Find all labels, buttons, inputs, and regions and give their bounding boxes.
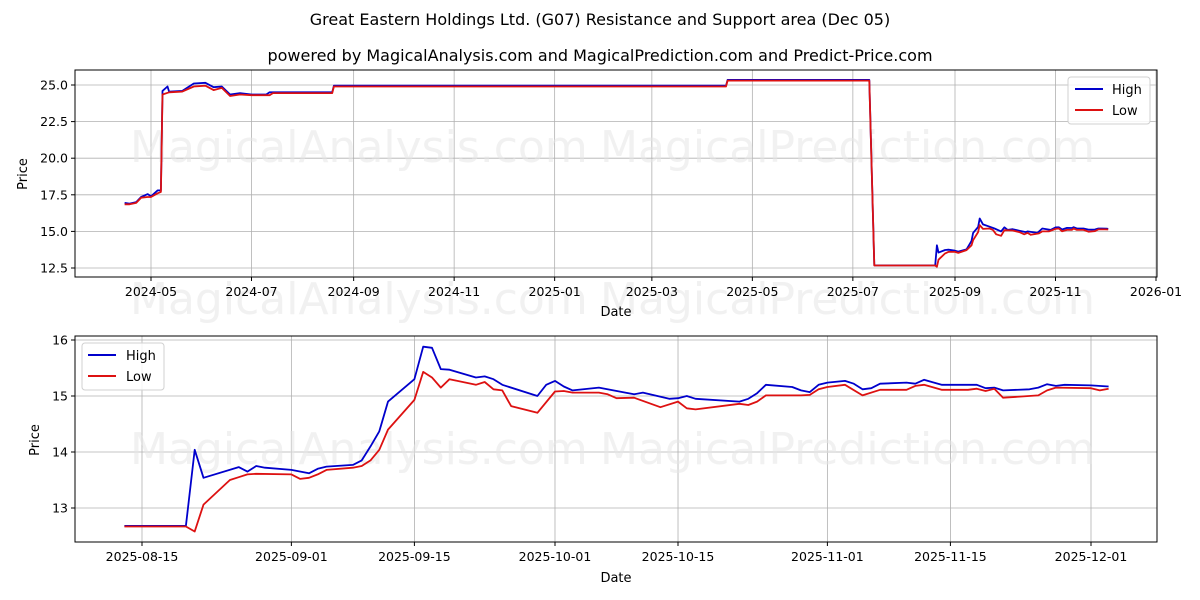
bottom-axes-frame: [74, 335, 1158, 543]
watermark-analysis-2: MagicalAnalysis.com: [130, 274, 588, 325]
x-tick-label: 2025-12-01: [1055, 549, 1128, 564]
bottom-chart-panel: MagicalAnalysis.com MagicalPrediction.co…: [28, 333, 1158, 586]
bottom-tick-labels: 2025-08-15 2025-09-01 2025-09-15 2025-10-01…: [52, 333, 1127, 565]
top-legend: High Low: [1067, 76, 1151, 125]
x-tick-label: 2024-07: [225, 284, 277, 299]
y-tick-label: 14: [52, 445, 68, 460]
x-tick-label: 2025-09-15: [378, 549, 451, 564]
x-tick-label: 2024-11: [428, 284, 480, 299]
watermark-prediction-3: MagicalPrediction.com: [600, 424, 1095, 475]
x-tick-label: 2025-09: [929, 284, 981, 299]
x-tick-label: 2025-11-01: [791, 549, 864, 564]
top-tick-labels: 2024-05 2024-07 2024-09 2024-11 2025-01 2025-…: [40, 78, 1182, 300]
top-series-lines: [124, 79, 1109, 268]
legend-high-label: High: [126, 349, 156, 364]
x-tick-label: 2026-01: [1130, 284, 1182, 299]
y-tick-label: 15: [52, 389, 68, 404]
top-axes-frame: [74, 69, 1158, 278]
y-tick-label: 22.5: [40, 114, 68, 129]
y-tick-label: 12.5: [40, 261, 68, 276]
bottom-legend: High Low: [81, 342, 165, 391]
chart-subtitle: powered by MagicalAnalysis.com and Magic…: [267, 46, 933, 65]
bottom-series-lines: [124, 345, 1109, 533]
watermark-analysis: MagicalAnalysis.com: [130, 122, 588, 173]
top-watermarks: MagicalAnalysis.com MagicalPrediction.co…: [130, 122, 1095, 325]
y-tick-label: 17.5: [40, 187, 68, 202]
bottom-watermarks: MagicalAnalysis.com MagicalPrediction.co…: [130, 424, 1095, 475]
y-tick-label: 16: [52, 333, 68, 348]
x-tick-label: 2025-11-15: [914, 549, 987, 564]
x-tick-label: 2025-10-15: [642, 549, 715, 564]
y-tick-label: 15.0: [40, 224, 68, 239]
y-tick-label: 25.0: [40, 78, 68, 93]
x-tick-label: 2025-11: [1029, 284, 1081, 299]
top-x-axis-label: Date: [600, 305, 631, 320]
bottom-grid: [75, 336, 1157, 542]
y-tick-label: 13: [52, 501, 68, 516]
y-tick-label: 20.0: [40, 151, 68, 166]
bottom-y-axis-label: Price: [28, 424, 43, 456]
top-grid: [75, 70, 1157, 277]
top-y-axis-label: Price: [16, 158, 31, 190]
x-tick-label: 2025-07: [827, 284, 879, 299]
x-tick-label: 2025-01: [529, 284, 581, 299]
legend-low-label: Low: [1112, 104, 1138, 119]
legend-high-label: High: [1112, 83, 1142, 98]
series-line-low: [124, 79, 1109, 268]
x-tick-label: 2025-03: [626, 284, 678, 299]
x-tick-label: 2025-05: [726, 284, 778, 299]
watermark-prediction: MagicalPrediction.com: [600, 122, 1095, 173]
x-tick-label: 2024-09: [328, 284, 380, 299]
series-line-high: [124, 345, 1109, 527]
x-tick-label: 2024-05: [125, 284, 177, 299]
x-tick-label: 2025-08-15: [106, 549, 179, 564]
x-tick-label: 2025-09-01: [255, 549, 328, 564]
watermark-prediction-2: MagicalPrediction.com: [600, 274, 1095, 325]
bottom-x-axis-label: Date: [600, 571, 631, 586]
top-chart-panel: MagicalAnalysis.com MagicalPrediction.co…: [16, 69, 1182, 325]
chart-title: Great Eastern Holdings Ltd. (G07) Resist…: [309, 10, 891, 29]
x-tick-label: 2025-10-01: [519, 549, 592, 564]
series-line-low: [124, 370, 1109, 533]
legend-low-label: Low: [126, 370, 152, 385]
